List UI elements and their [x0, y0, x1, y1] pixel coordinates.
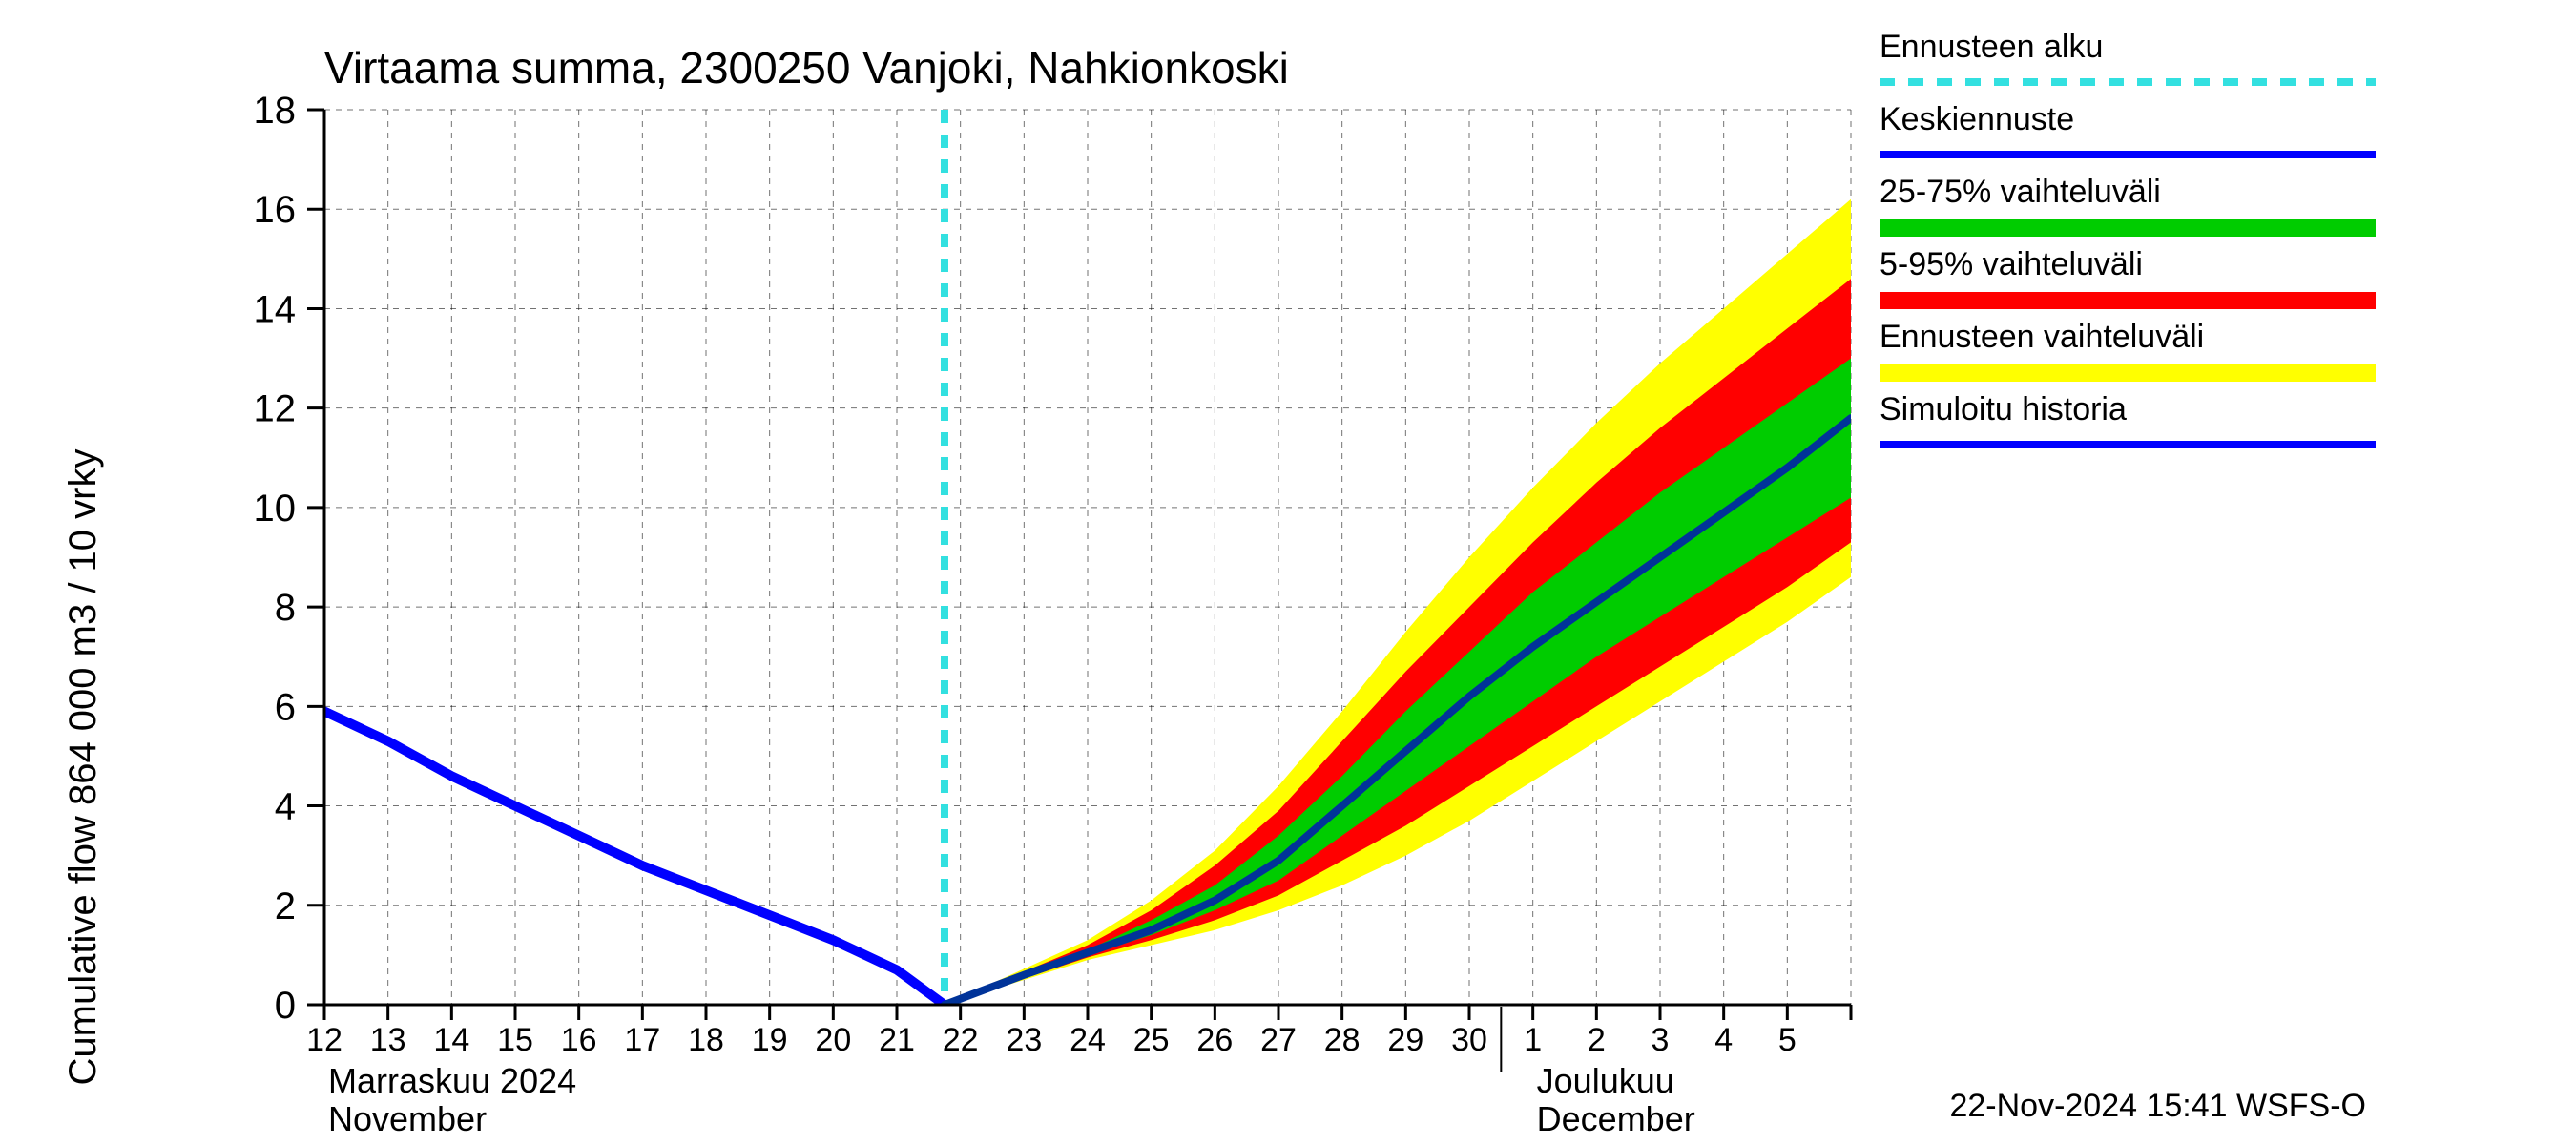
x-tick-label: 29 [1387, 1022, 1423, 1058]
legend-label: Keskiennuste [1880, 101, 2074, 137]
x-tick-label: 30 [1451, 1022, 1487, 1058]
y-tick-label: 6 [275, 686, 296, 728]
x-tick-label: 5 [1778, 1022, 1797, 1058]
y-tick-label: 2 [275, 885, 296, 927]
y-tick-label: 0 [275, 985, 296, 1027]
legend-swatch [1880, 292, 2376, 309]
footer-timestamp: 22-Nov-2024 15:41 WSFS-O [1949, 1088, 2366, 1124]
x-tick-label: 27 [1260, 1022, 1297, 1058]
x-tick-label: 22 [943, 1022, 979, 1058]
x-tick-label: 12 [306, 1022, 343, 1058]
legend-label: Simuloitu historia [1880, 391, 2127, 427]
legend-label: Ennusteen alku [1880, 29, 2103, 65]
x-tick-label: 1 [1524, 1022, 1542, 1058]
x-tick-label: 20 [815, 1022, 851, 1058]
y-tick-label: 18 [254, 90, 297, 132]
x-tick-label: 26 [1196, 1022, 1233, 1058]
y-tick-label: 10 [254, 488, 297, 530]
x-tick-label: 23 [1006, 1022, 1042, 1058]
y-tick-label: 12 [254, 388, 297, 430]
x-tick-label: 15 [497, 1022, 533, 1058]
x-tick-label: 25 [1133, 1022, 1170, 1058]
y-axis-label: Cumulative flow 864 000 m3 / 10 vrky [62, 449, 104, 1086]
x-tick-label: 18 [688, 1022, 724, 1058]
x-tick-label: 17 [624, 1022, 660, 1058]
x-tick-label: 4 [1714, 1022, 1733, 1058]
x-tick-label: 16 [561, 1022, 597, 1058]
y-tick-label: 14 [254, 288, 297, 330]
chart-bg [0, 0, 2576, 1145]
legend-label: Ennusteen vaihteluväli [1880, 319, 2204, 355]
chart-container: 0246810121416181213141516171819202122232… [0, 0, 2576, 1145]
x-tick-label: 3 [1652, 1022, 1670, 1058]
y-tick-label: 4 [275, 786, 296, 828]
y-tick-label: 16 [254, 189, 297, 231]
x-tick-label: 2 [1588, 1022, 1606, 1058]
legend-label: 25-75% vaihteluväli [1880, 174, 2161, 210]
x-tick-label: 21 [879, 1022, 915, 1058]
chart-title: Virtaama summa, 2300250 Vanjoki, Nahkion… [324, 43, 1289, 93]
x-tick-label: 14 [433, 1022, 469, 1058]
y-tick-label: 8 [275, 587, 296, 629]
month-label-bottom: December [1537, 1099, 1695, 1138]
month-label-top: Marraskuu 2024 [328, 1061, 576, 1100]
legend-label: 5-95% vaihteluväli [1880, 246, 2143, 282]
x-tick-label: 28 [1324, 1022, 1361, 1058]
x-tick-label: 13 [370, 1022, 406, 1058]
legend-swatch [1880, 364, 2376, 382]
x-tick-label: 24 [1070, 1022, 1106, 1058]
chart-svg: 0246810121416181213141516171819202122232… [0, 0, 2576, 1145]
x-tick-label: 19 [752, 1022, 788, 1058]
month-label-top: Joulukuu [1537, 1061, 1674, 1100]
legend-swatch [1880, 219, 2376, 237]
month-label-bottom: November [328, 1099, 487, 1138]
